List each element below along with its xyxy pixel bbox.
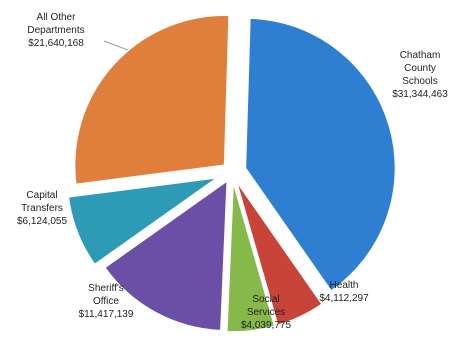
slice-value-label: $31,344,463 <box>392 89 448 100</box>
leader-line-all-other-departments <box>103 40 129 51</box>
slice-name-label: County <box>404 63 436 74</box>
slice-value-label: $4,112,297 <box>319 293 369 304</box>
pie-slice-capital-transfers <box>67 177 218 266</box>
leader-lines <box>103 40 129 51</box>
slice-label-sheriff-s-office: Sheriff's Office $11,417,139 <box>79 283 134 320</box>
slice-label-social-services: Social Services $4,039,775 <box>241 294 291 331</box>
slice-value-label: $6,124,055 <box>17 216 67 227</box>
pie-slice-sheriff-s-office <box>103 179 229 332</box>
slice-name-label: Departments <box>27 25 84 36</box>
slice-name-label: Services <box>247 307 285 318</box>
slice-label-all-other-departments: All Other Departments $21,640,168 <box>27 12 84 49</box>
pie-slice-all-other-departments <box>73 14 230 186</box>
pie-slice-chatham-county-schools <box>244 17 397 293</box>
slice-name-label: Health <box>330 280 359 291</box>
slice-name-label: Transfers <box>21 203 63 214</box>
slice-name-label: Schools <box>402 76 438 87</box>
pie-slice-social-services <box>226 181 276 333</box>
pie-slices <box>67 14 397 333</box>
slice-name-label: Sheriff's <box>88 283 124 294</box>
slice-name-label: Office <box>93 296 119 307</box>
pie-slice-health <box>235 180 324 327</box>
slice-label-chatham-county-schools: Chatham County Schools $31,344,463 <box>392 50 448 100</box>
slice-name-label: Capital <box>26 190 57 201</box>
slice-labels: Chatham County Schools $31,344,463 Health $4,… <box>17 12 448 331</box>
slice-value-label: $21,640,168 <box>28 38 84 49</box>
slice-label-health: Health $4,112,297 <box>319 280 369 304</box>
slice-value-label: $4,039,775 <box>241 320 291 331</box>
slice-value-label: $11,417,139 <box>79 309 134 320</box>
slice-label-capital-transfers: Capital Transfers $6,124,055 <box>17 190 67 227</box>
slice-name-label: Chatham <box>400 50 441 61</box>
slice-name-label: All Other <box>37 12 77 23</box>
slice-name-label: Social <box>252 294 279 305</box>
